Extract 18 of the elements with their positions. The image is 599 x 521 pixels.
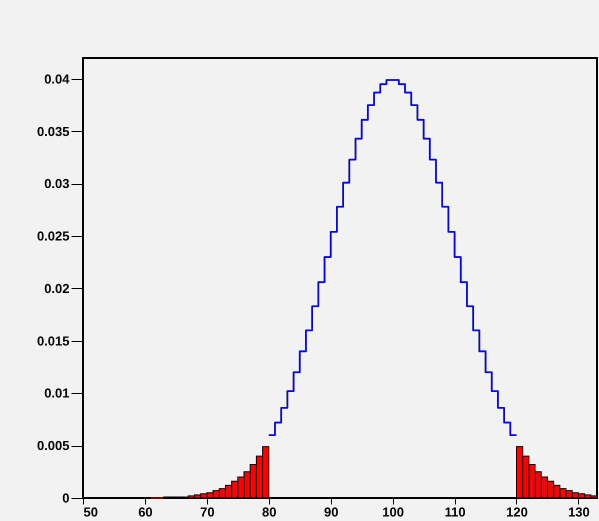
y-tick-label: 0.015 — [36, 333, 70, 348]
x-tick-label: 120 — [506, 504, 528, 520]
y-tick-label: 0.03 — [44, 176, 70, 192]
y-tick-label: 0.01 — [44, 386, 70, 401]
x-tick-label: 100 — [382, 504, 404, 520]
x-tick-label: 130 — [568, 504, 590, 520]
y-tick-label: 0.04 — [44, 71, 70, 86]
x-tick-label: 90 — [324, 504, 338, 520]
x-tick-label: 60 — [138, 504, 153, 520]
y-tick-label: 0.025 — [36, 228, 70, 244]
x-tick-label: 70 — [200, 504, 215, 520]
x-tick-label: 80 — [262, 504, 277, 520]
x-tick-label: 110 — [444, 504, 466, 520]
y-tick-label: 0.035 — [36, 124, 70, 139]
y-tick-label: 0 — [62, 490, 70, 506]
y-tick-label: 0.005 — [36, 438, 70, 454]
x-tick-label: 50 — [84, 504, 98, 520]
y-tick-label: 0.02 — [44, 280, 70, 296]
